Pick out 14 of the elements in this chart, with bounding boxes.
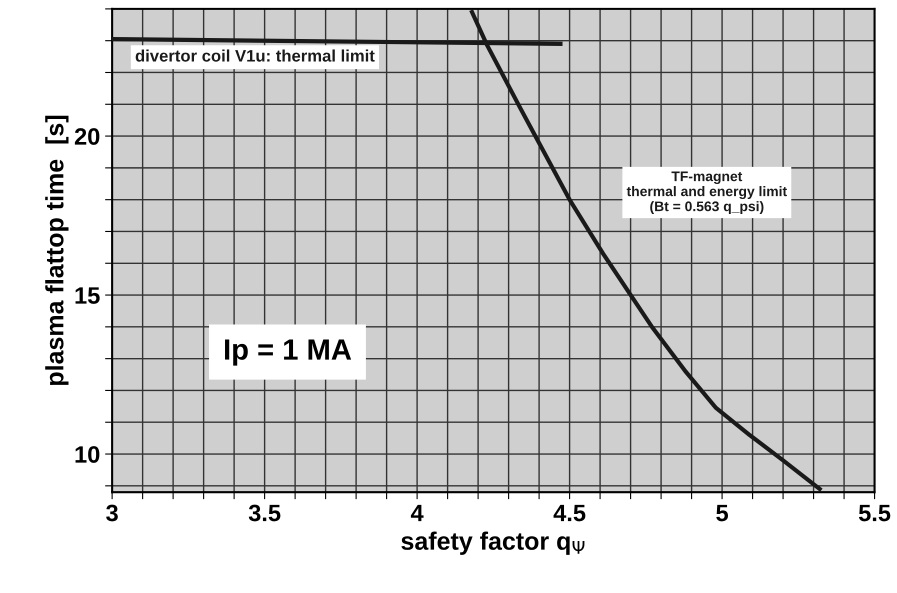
y-tick-label: 20 xyxy=(74,128,100,145)
x-tick-label: 5 xyxy=(716,504,728,522)
y-tick-label: 15 xyxy=(76,287,100,304)
x-tick-label: 3.5 xyxy=(248,504,280,522)
y-axis-title: plasma flattop time [s] xyxy=(45,116,69,386)
annotation: Ip = 1 MA xyxy=(225,340,352,366)
x-tick-label: 5.5 xyxy=(858,504,890,522)
y-tick-label: 10 xyxy=(76,446,100,463)
x-tick-label: 3 xyxy=(106,504,118,522)
x-axis-title: safety factor q$_{Ψ}$ xyxy=(401,532,584,555)
text: TF-magnet thermal and energy limit (Bt = 0.563 q_psi) xyxy=(626,172,787,214)
x-tick-label: 4 xyxy=(410,504,424,522)
x-tick-label: 4.5 xyxy=(554,504,586,522)
series-label: divertor coil V1u: thermal limit xyxy=(136,49,375,62)
